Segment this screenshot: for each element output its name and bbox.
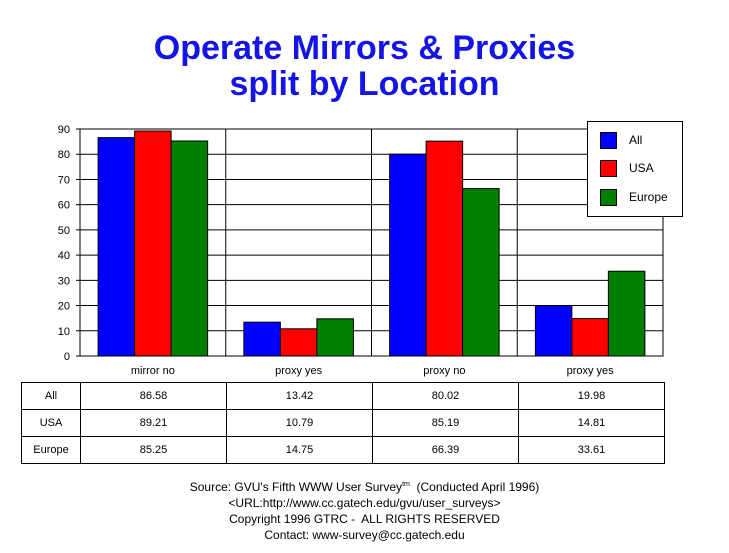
y-tick-label: 0 xyxy=(64,351,70,363)
bar xyxy=(462,188,500,357)
y-tick-label: 90 xyxy=(58,124,70,136)
bar xyxy=(97,137,136,357)
table-cell: 19.98 xyxy=(518,382,665,410)
legend-swatch-all xyxy=(600,132,617,149)
legend-swatch-usa xyxy=(600,160,617,177)
table-row-usa: USA 89.21 10.79 85.19 14.81 xyxy=(21,409,665,437)
row-label: Europe xyxy=(21,436,81,464)
footer-copyright: Copyright 1996 GTRC - ALL RIGHTS RESERVE… xyxy=(229,512,500,526)
footer-contact: Contact: www-survey@cc.gatech.edu xyxy=(264,528,465,542)
table-cell: 85.25 xyxy=(80,436,227,464)
table-cell: 86.58 xyxy=(80,382,227,410)
bar xyxy=(571,318,609,357)
table-cell: 85.19 xyxy=(372,409,519,437)
y-tick-label: 30 xyxy=(58,275,70,287)
data-table: All 86.58 13.42 80.02 19.98 USA 89.21 10… xyxy=(21,382,665,464)
legend-item-usa: USA xyxy=(600,160,680,188)
bar xyxy=(170,140,209,357)
legend-label-all: All xyxy=(629,133,643,147)
footer-url: <URL:http://www.cc.gatech.edu/gvu/user_s… xyxy=(228,496,501,510)
y-tick-label: 80 xyxy=(58,149,70,161)
source-prefix: Source: GVU's Fifth WWW User Survey xyxy=(189,480,403,494)
bar xyxy=(243,321,281,357)
footer: Source: GVU's Fifth WWW User Surveytm (C… xyxy=(0,477,729,543)
y-tick-label: 10 xyxy=(58,326,70,338)
table-cell: 14.81 xyxy=(518,409,665,437)
table-cell: 80.02 xyxy=(372,382,519,410)
table-cell: 10.79 xyxy=(226,409,373,437)
chart-title-line1: Operate Mirrors & Proxies xyxy=(153,29,576,67)
bar xyxy=(134,130,172,357)
x-tick-label: proxy yes xyxy=(567,365,615,377)
bar xyxy=(425,140,464,357)
legend-item-europe: Europe xyxy=(600,189,680,217)
bar xyxy=(607,270,646,357)
legend-label-europe: Europe xyxy=(629,190,668,204)
table-cell: 33.61 xyxy=(518,436,665,464)
chart-title-line2: split by Location xyxy=(229,65,500,103)
y-tick-label: 70 xyxy=(58,174,70,186)
row-label: All xyxy=(21,382,81,410)
x-tick-label: proxy no xyxy=(423,365,465,377)
table-cell: 66.39 xyxy=(372,436,519,464)
legend-swatch-europe xyxy=(600,189,617,206)
legend-label-usa: USA xyxy=(629,161,654,175)
x-tick-label: proxy yes xyxy=(275,365,323,377)
footer-source: Source: GVU's Fifth WWW User Surveytm (C… xyxy=(0,477,729,495)
bar xyxy=(389,153,427,357)
bar xyxy=(279,328,318,357)
legend-item-all: All xyxy=(600,132,680,160)
table-cell: 14.75 xyxy=(226,436,373,464)
table-row-europe: Europe 85.25 14.75 66.39 33.61 xyxy=(21,436,665,464)
y-tick-label: 20 xyxy=(58,301,70,313)
bar-chart: 0 10 20 30 40 50 60 70 80 90 mirror no proxy yes pro… xyxy=(58,124,664,377)
y-tick-label: 40 xyxy=(58,250,70,262)
y-tick-label: 50 xyxy=(58,225,70,237)
row-label: USA xyxy=(21,409,81,437)
x-tick-label: mirror no xyxy=(131,365,175,377)
chart-legend: All USA Europe xyxy=(587,121,683,217)
table-row-all: All 86.58 13.42 80.02 19.98 xyxy=(21,382,665,410)
bar xyxy=(534,305,573,357)
bar xyxy=(316,318,354,357)
trademark: tm xyxy=(402,481,410,488)
source-suffix: (Conducted April 1996) xyxy=(409,480,540,494)
y-tick-label: 60 xyxy=(58,200,70,212)
table-cell: 89.21 xyxy=(80,409,227,437)
table-cell: 13.42 xyxy=(226,382,373,410)
